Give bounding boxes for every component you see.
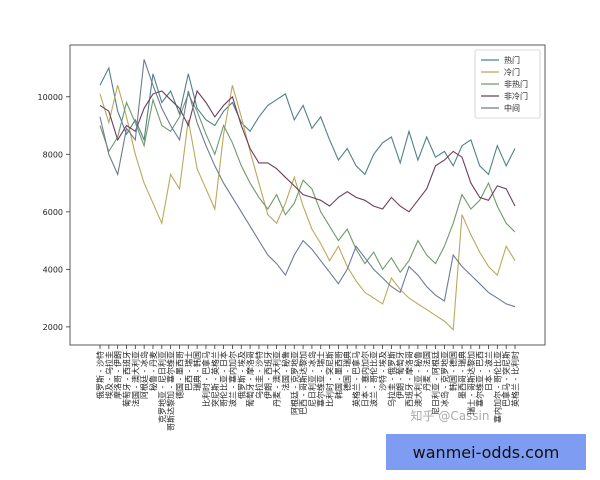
x-tick-label: 丹麦 - 澳大利亚 <box>272 351 282 407</box>
x-tick-label: 塞内加尔 - 哥伦比亚 <box>492 351 502 423</box>
x-tick-label: 瑞士 - 哥斯达黎加 <box>466 351 476 415</box>
x-tick-label: 俄罗斯 - 沙特 <box>95 351 105 399</box>
x-tick-label: 法国 - 秘鲁 <box>280 351 290 391</box>
x-tick-label: 尼日利亚 - 冰岛 <box>307 351 317 407</box>
x-tick-label: 墨西哥 - 瑞典 <box>457 351 467 399</box>
x-tick-label: 埃及 - 乌拉圭 <box>104 351 114 399</box>
series-line <box>99 59 516 308</box>
x-tick-label: 塞尔维亚 - 瑞士 <box>316 351 326 407</box>
x-tick-label: 冰岛 - 克罗地亚 <box>439 351 449 407</box>
series-line <box>99 92 516 274</box>
legend-label: 热门 <box>504 55 520 65</box>
x-tick-label: 摩洛哥 - 伊朗 <box>113 351 123 399</box>
y-tick-label: 6000 <box>43 208 63 217</box>
x-tick-label: 塞尔维亚 - 巴西 <box>475 351 485 407</box>
x-tick-label: 丹麦 - 法国 <box>422 351 432 391</box>
site-badge: wanmei-odds.com <box>386 434 586 470</box>
series-line <box>99 85 516 332</box>
x-tick-label: 日本 - 波兰 <box>484 351 494 391</box>
x-tick-label: 巴拿马 - 突尼斯 <box>501 351 511 407</box>
x-tick-label: 乌拉圭 - 沙特 <box>254 351 264 399</box>
legend-label: 中间 <box>504 103 520 113</box>
x-tick-label: 哥伦比亚 - 日本 <box>219 351 229 407</box>
x-tick-label: 尼日利亚 - 阿根廷 <box>431 351 441 415</box>
x-tick-label: 日本 - 塞内加尔 <box>360 351 370 407</box>
watermark: 知乎 @Cassin <box>411 409 490 423</box>
x-tick-label: 伊朗 - 西班牙 <box>263 351 273 399</box>
x-tick-label: 韩国 - 德国 <box>448 351 458 391</box>
x-tick-label: 巴西 - 瑞士 <box>183 351 193 391</box>
x-tick-label: 突尼斯 - 英格兰 <box>210 351 220 407</box>
x-tick-label: 瑞典 - 韩国 <box>192 351 202 391</box>
x-tick-label: 阿根廷 - 克罗地亚 <box>289 351 299 415</box>
legend-label: 非热门 <box>504 79 528 89</box>
x-tick-label: 巴西 - 哥斯达黎加 <box>298 351 308 415</box>
x-tick-label: 波兰 - 哥伦比亚 <box>369 351 379 407</box>
x-tick-label: 比利时 - 突尼斯 <box>325 351 335 407</box>
x-tick-label: 葡萄牙 - 摩洛哥 <box>245 351 255 407</box>
plot-frame <box>69 44 546 346</box>
x-tick-label: 波兰 - 塞内加尔 <box>227 351 237 407</box>
x-tick-label: 比利时 - 巴拿马 <box>201 351 211 407</box>
y-tick-label: 8000 <box>43 150 63 159</box>
x-tick-label: 法国 - 澳大利亚 <box>130 351 140 407</box>
legend-label: 非冷门 <box>504 91 528 101</box>
x-tick-label: 俄罗斯 - 埃及 <box>236 351 246 399</box>
x-tick-label: 德国 - 瑞典 <box>342 351 352 391</box>
x-tick-label: 英格兰 - 比利时 <box>510 351 520 407</box>
legend-label: 冷门 <box>504 67 520 77</box>
x-tick-label: 乌拉圭 - 俄罗斯 <box>386 351 396 407</box>
x-tick-label: 葡萄牙 - 西班牙 <box>121 351 131 407</box>
x-tick-label: 秘鲁 - 丹麦 <box>148 351 158 391</box>
x-tick-label: 克罗地亚 - 尼日利亚 <box>157 351 167 423</box>
series-line <box>99 66 516 176</box>
x-tick-label: 韩国 - 墨西哥 <box>333 351 343 399</box>
y-tick-label: 2000 <box>43 323 63 332</box>
y-tick-label: 10000 <box>38 93 63 102</box>
y-tick-label: 4000 <box>43 265 63 274</box>
x-tick-label: 伊朗 - 葡萄牙 <box>395 351 405 399</box>
legend-box <box>474 49 541 119</box>
series-line <box>99 89 516 213</box>
x-tick-label: 德国 - 墨西哥 <box>174 351 184 399</box>
x-tick-label: 英格兰 - 巴拿马 <box>351 351 361 407</box>
x-tick-label: 哥斯达黎加 - 塞尔维亚 <box>166 351 176 431</box>
x-tick-label: 沙特 - 埃及 <box>378 351 388 391</box>
x-tick-label: 阿根廷 - 冰岛 <box>139 351 149 399</box>
x-tick-label: 澳大利亚 - 秘鲁 <box>413 351 423 407</box>
x-tick-label: 西班牙 - 摩洛哥 <box>404 351 414 407</box>
